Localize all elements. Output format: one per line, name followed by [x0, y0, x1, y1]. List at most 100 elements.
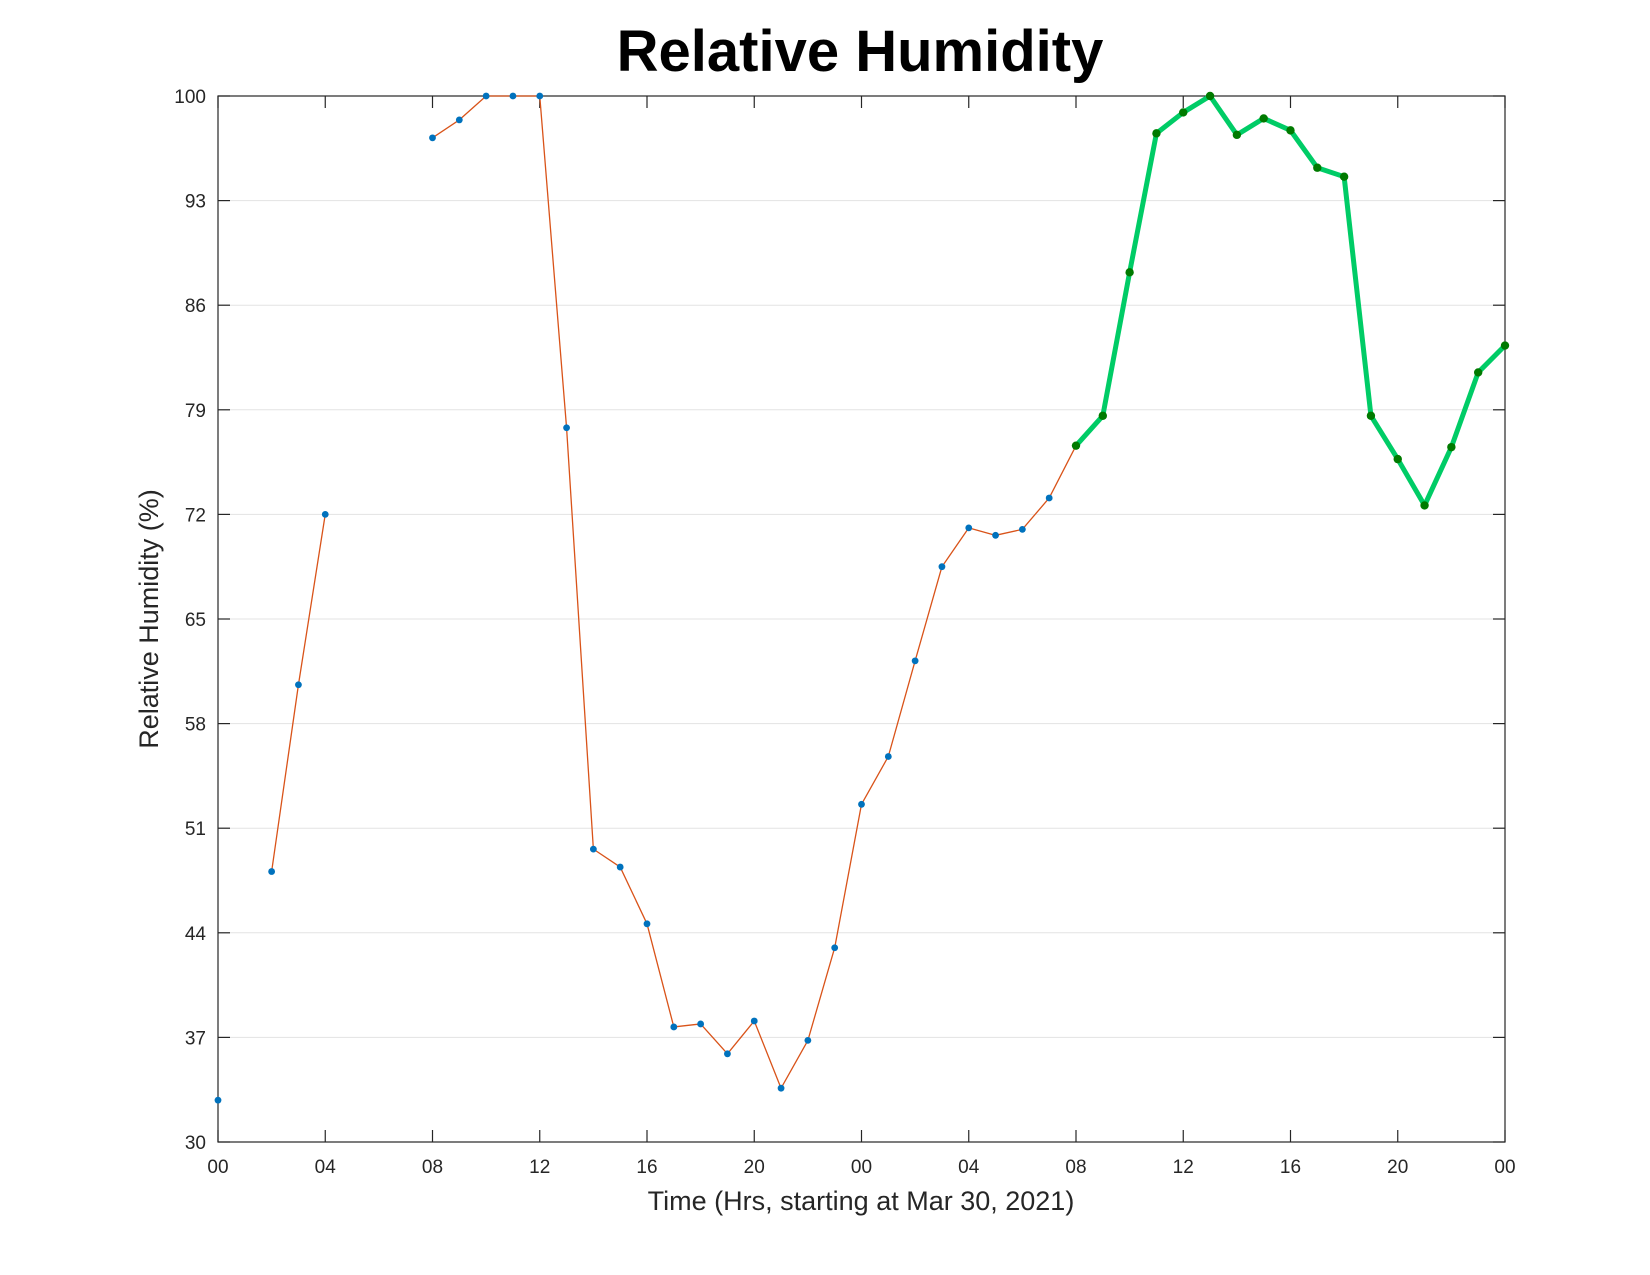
observed-data-point — [1018, 525, 1026, 533]
observed-line-segment — [565, 427, 595, 850]
observed-data-point — [321, 511, 329, 518]
forecast-line-segment — [1314, 165, 1347, 180]
observed-data-point — [1045, 494, 1053, 502]
forecast-line-segment — [1261, 115, 1293, 133]
forecast-data-point — [1366, 411, 1376, 420]
forecast-line-segment — [1288, 127, 1320, 171]
observed-data-point — [858, 800, 865, 808]
x-tick-label: 12 — [1173, 1157, 1194, 1178]
x-tick-label: 08 — [422, 1157, 443, 1178]
forecast-line-segment — [1207, 93, 1240, 138]
x-tick-label: 20 — [1387, 1157, 1408, 1178]
series-layer — [214, 91, 1510, 1104]
y-tick-label: 44 — [185, 924, 207, 945]
forecast-line-segment — [1073, 413, 1106, 449]
observed-line-segment — [646, 923, 675, 1028]
observed-line-segment — [297, 513, 326, 686]
observed-data-point — [214, 1096, 222, 1104]
observed-line-segment — [592, 848, 621, 868]
x-tick-label: 16 — [636, 1157, 657, 1178]
y-tick-label: 93 — [185, 192, 206, 213]
observed-line-segment — [753, 1020, 782, 1089]
observed-line-segment — [726, 1020, 755, 1055]
x-tick-label: 16 — [1280, 1157, 1301, 1178]
observed-line-segment — [619, 866, 648, 925]
observed-line-segment — [834, 803, 863, 949]
observed-line-segment — [1048, 445, 1077, 499]
grid-lines — [218, 200, 1505, 1038]
x-tick-label: 04 — [315, 1157, 337, 1178]
observed-line-segment — [807, 947, 836, 1042]
forecast-data-point — [1286, 126, 1295, 135]
forecast-data-point — [1259, 114, 1268, 123]
observed-data-point — [482, 92, 490, 100]
observed-data-point — [831, 944, 839, 952]
observed-data-point — [429, 134, 436, 142]
forecast-line-segment — [1422, 444, 1454, 508]
y-tick-label: 37 — [185, 1028, 206, 1049]
observed-data-point — [750, 1017, 758, 1025]
observed-line-segment — [431, 119, 460, 139]
chart-title: Relative Humidity — [616, 19, 1104, 84]
y-tick-label: 51 — [185, 819, 206, 840]
y-tick-label: 58 — [185, 715, 206, 736]
x-tick-label: 20 — [744, 1157, 765, 1178]
forecast-data-point — [1098, 411, 1108, 420]
observed-data-point — [777, 1084, 785, 1092]
x-tick-label: 12 — [529, 1157, 550, 1178]
observed-line-segment — [270, 684, 300, 873]
forecast-data-point — [1179, 108, 1188, 117]
forecast-data-point — [1205, 91, 1215, 101]
forecast-line-segment — [1395, 456, 1428, 508]
forecast-line-segment — [1368, 413, 1401, 462]
y-tick-label: 86 — [185, 296, 206, 317]
x-tick-label: 04 — [958, 1157, 980, 1178]
forecast-line-segment — [1475, 343, 1508, 375]
observed-data-point — [670, 1023, 678, 1031]
observed-data-point — [268, 868, 276, 875]
observed-data-point — [965, 524, 973, 532]
y-tick-label: 100 — [174, 87, 206, 108]
x-tick-label: 08 — [1065, 1157, 1086, 1178]
observed-line-segment — [458, 95, 487, 121]
observed-data-point — [616, 863, 624, 871]
forecast-line-segment — [1341, 174, 1374, 419]
observed-data-point — [804, 1036, 812, 1044]
forecast-data-point — [1152, 129, 1161, 138]
observed-data-point — [724, 1050, 731, 1058]
forecast-line-segment — [1100, 269, 1133, 419]
observed-line-segment — [699, 1023, 729, 1055]
x-tick-label: 00 — [851, 1157, 872, 1178]
y-tick-label: 72 — [185, 505, 206, 526]
forecast-data-point — [1125, 268, 1134, 277]
y-tick-label: 65 — [185, 610, 206, 631]
observed-line-segment — [887, 660, 916, 758]
observed-data-point — [509, 92, 517, 100]
observed-data-point — [455, 116, 463, 124]
forecast-data-point — [1420, 501, 1429, 510]
observed-data-point — [643, 920, 651, 928]
forecast-data-point — [1071, 441, 1081, 450]
observed-data-point — [295, 681, 302, 689]
forecast-data-point — [1393, 454, 1402, 464]
forecast-line-segment — [1448, 369, 1481, 450]
observed-data-point — [536, 92, 544, 100]
forecast-data-point — [1473, 368, 1483, 377]
observed-data-point — [884, 753, 892, 760]
observed-data-point — [589, 845, 597, 853]
forecast-data-point — [1447, 442, 1456, 452]
axis-ticks — [217, 95, 1506, 1143]
forecast-data-point — [1232, 130, 1242, 140]
observed-line-segment — [994, 528, 1024, 536]
observed-line-segment — [673, 1023, 702, 1028]
x-tick-label: 00 — [1494, 1157, 1515, 1178]
observed-line-segment — [914, 566, 943, 662]
observed-data-point — [938, 563, 946, 571]
forecast-line-segment — [1234, 115, 1267, 138]
forecast-line-segment — [1153, 109, 1186, 136]
observed-line-segment — [968, 527, 997, 536]
x-axis-label: Time (Hrs, starting at Mar 30, 2021) — [648, 1186, 1075, 1216]
tick-labels: 30 37 44 51 58 65 72 79 86 93 100 00 04 08 12 16 20 00 04 0… — [174, 87, 1515, 1178]
forecast-line-segment — [1127, 130, 1159, 275]
